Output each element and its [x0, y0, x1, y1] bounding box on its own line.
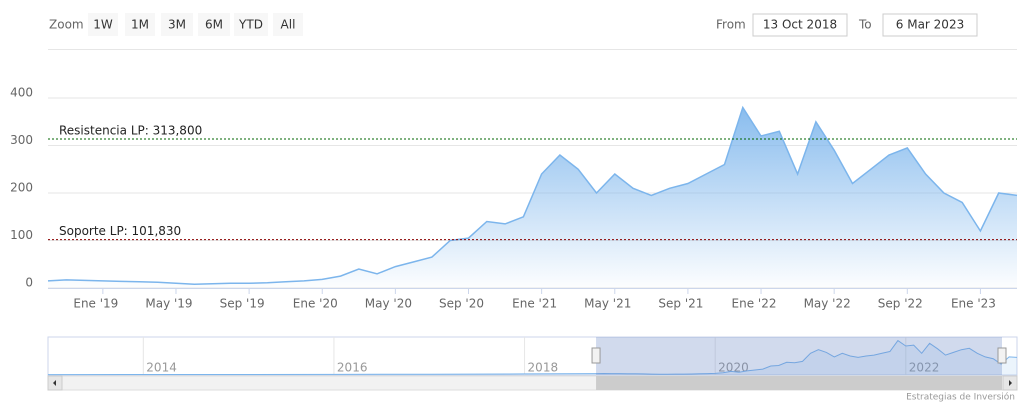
from-input[interactable] [752, 13, 848, 37]
y-tick-label: 400 [10, 86, 33, 100]
credits: Estrategias de Inversión [906, 392, 1015, 403]
y-tick-label: 0 [25, 276, 33, 290]
zoom-button[interactable] [125, 13, 155, 36]
zoom-button-label[interactable]: YTD [238, 18, 263, 32]
x-tick-label: Ene '19 [73, 297, 118, 311]
zoom-button-label[interactable]: 3M [168, 18, 186, 32]
y-tick-label: 200 [10, 181, 33, 195]
zoom-button-label[interactable]: All [281, 18, 296, 32]
x-tick-label: Sep '19 [220, 297, 265, 311]
x-tick-label: May '21 [584, 297, 631, 311]
to-value[interactable]: 6 Mar 2023 [896, 18, 964, 32]
scrollbar-arrow [1009, 380, 1012, 386]
navigator-outline [47, 336, 1018, 376]
scrollbar-thumb[interactable] [596, 376, 1002, 390]
zoom-button[interactable] [234, 13, 268, 36]
navigator-area [48, 340, 1017, 375]
scrollbar-arrow [53, 380, 56, 386]
y-tick-label: 100 [10, 228, 33, 242]
navigator-mask [596, 337, 1002, 375]
area-line [47, 105, 1018, 285]
from-label: From [716, 18, 746, 32]
x-tick-label: May '19 [145, 297, 192, 311]
zoom-button-label[interactable]: 1M [131, 18, 149, 32]
from-value[interactable]: 13 Oct 2018 [763, 18, 837, 32]
navigator-tick-label: 2018 [528, 361, 559, 375]
zoom-label: Zoom [49, 18, 84, 32]
x-tick-label: May '20 [365, 297, 412, 311]
zoom-button[interactable] [161, 13, 193, 36]
x-tick-label: Sep '21 [658, 297, 703, 311]
to-label: To [858, 18, 872, 32]
zoom-button-label[interactable]: 1W [93, 18, 113, 32]
x-tick-label: Sep '20 [439, 297, 484, 311]
y-tick-label: 300 [10, 133, 33, 147]
x-tick-label: May '22 [804, 297, 851, 311]
navigator-handle[interactable] [997, 347, 1007, 364]
navigator-tick-label: 2016 [337, 361, 368, 375]
plot-line-label: Soporte LP: 101,830 [59, 224, 181, 238]
zoom-button[interactable] [88, 13, 118, 36]
area-fill [48, 107, 1017, 288]
navigator-tick-label: 2020 [718, 361, 749, 375]
plot-line-label: Resistencia LP: 313,800 [59, 123, 202, 137]
navigator-tick-label: 2022 [909, 361, 940, 375]
x-tick-label: Sep '22 [878, 297, 923, 311]
navigator-handle[interactable] [591, 347, 601, 364]
zoom-button-label[interactable]: 6M [205, 18, 223, 32]
to-input[interactable] [882, 13, 978, 37]
x-tick-label: Ene '20 [293, 297, 338, 311]
zoom-button[interactable] [273, 13, 303, 36]
x-tick-label: Ene '21 [512, 297, 557, 311]
zoom-button[interactable] [198, 13, 230, 36]
navigator-tick-label: 2014 [146, 361, 177, 375]
x-tick-label: Ene '23 [951, 297, 996, 311]
navigator-line [47, 339, 1018, 376]
x-tick-label: Ene '22 [732, 297, 777, 311]
